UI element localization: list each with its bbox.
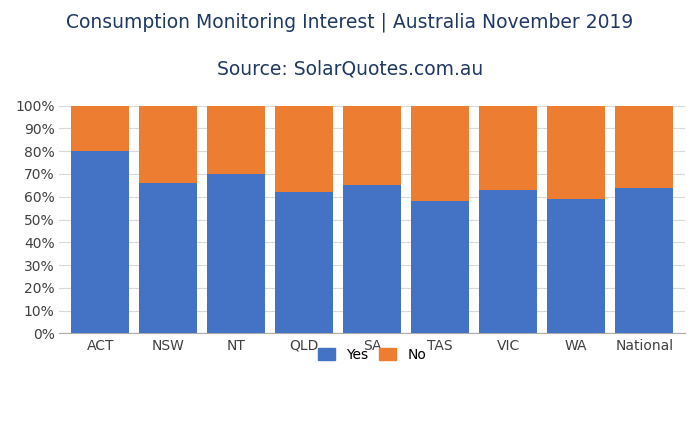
Bar <box>547 106 605 199</box>
Bar <box>412 201 469 333</box>
Bar <box>71 151 129 333</box>
Bar <box>412 106 469 201</box>
Bar <box>71 106 129 151</box>
Bar <box>207 174 265 333</box>
Bar <box>547 199 605 333</box>
Bar <box>275 106 333 192</box>
Bar <box>207 106 265 174</box>
Text: Source: SolarQuotes.com.au: Source: SolarQuotes.com.au <box>217 60 483 79</box>
Bar <box>139 106 197 183</box>
Bar <box>139 183 197 333</box>
Bar <box>343 185 401 333</box>
Bar <box>343 106 401 185</box>
Bar <box>480 190 537 333</box>
Bar <box>615 106 673 187</box>
Bar <box>480 106 537 190</box>
Bar <box>615 187 673 333</box>
Text: Consumption Monitoring Interest | Australia November 2019: Consumption Monitoring Interest | Austra… <box>66 13 634 32</box>
Bar <box>275 192 333 333</box>
Legend: Yes, No: Yes, No <box>313 342 432 367</box>
